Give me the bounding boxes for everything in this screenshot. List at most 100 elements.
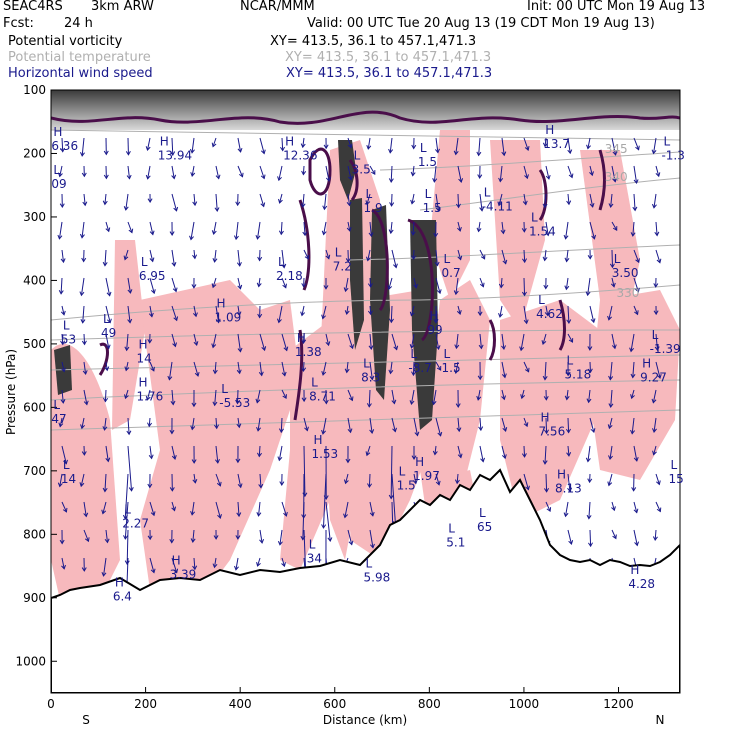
wind-vector — [455, 333, 459, 349]
wind-arrowhead — [392, 427, 397, 433]
wind-vector — [369, 361, 373, 380]
wind-arrowhead — [58, 422, 64, 428]
wind-arrowhead — [63, 459, 68, 465]
extremum-kind: H — [557, 468, 566, 482]
wind-arrowhead — [454, 479, 460, 485]
wind-vector — [105, 529, 108, 543]
wind-vector — [61, 361, 65, 372]
x-tick-label: 200 — [134, 697, 157, 711]
wind-arrowhead — [189, 148, 195, 154]
wind-arrowhead — [300, 143, 306, 149]
wind-vector — [193, 249, 196, 259]
wind-vector — [191, 137, 195, 153]
wind-vector — [633, 305, 639, 315]
wind-arrowhead — [59, 203, 65, 209]
y-tick-label: 600 — [23, 400, 46, 414]
wind-vector — [214, 249, 217, 262]
wind-vector — [367, 249, 371, 261]
wind-arrowhead — [631, 487, 637, 492]
extremum-value: 14 — [61, 472, 76, 486]
wind-arrowhead — [300, 203, 306, 208]
wind-vector — [149, 445, 153, 459]
wind-vector — [544, 193, 547, 208]
wind-vector — [391, 389, 395, 404]
wind-arrowhead — [655, 172, 661, 178]
wind-vector — [105, 333, 110, 349]
wind-arrowhead — [348, 175, 353, 181]
extremum-value: 12.36 — [283, 148, 317, 162]
wind-arrowhead — [215, 174, 221, 180]
wind-arrowhead — [145, 146, 151, 151]
wind-arrowhead — [172, 342, 177, 348]
wind-vector — [523, 305, 528, 324]
theta-label: 345 — [605, 142, 628, 156]
wind-arrowhead — [586, 144, 591, 150]
extremum-value: 65 — [477, 520, 492, 534]
wind-arrowhead — [107, 318, 112, 324]
wind-vector — [258, 277, 261, 287]
wind-arrowhead — [150, 511, 156, 517]
plot-frame — [50, 89, 681, 694]
wind-arrowhead — [321, 314, 326, 320]
wind-arrowhead — [367, 483, 373, 489]
y-tick-label: 900 — [23, 591, 46, 605]
wind-vector — [567, 305, 570, 324]
wind-vector — [213, 221, 217, 235]
wind-arrowhead — [409, 400, 415, 405]
extremum-kind: H — [53, 125, 62, 139]
extremum-value: 5.1 — [446, 536, 465, 550]
wind-arrowhead — [542, 142, 548, 148]
wind-arrowhead — [652, 536, 658, 542]
wind-arrowhead — [261, 346, 267, 352]
wind-arrowhead — [348, 540, 354, 546]
wind-vector — [369, 529, 374, 548]
wind-arrowhead — [150, 568, 156, 574]
wind-arrowhead — [321, 371, 327, 376]
wind-vector — [105, 305, 111, 323]
wind-arrowhead — [433, 319, 439, 324]
wind-vector — [523, 249, 526, 263]
wind-arrowhead — [192, 565, 198, 571]
wind-arrowhead — [258, 483, 264, 489]
extremum-value: 3.50 — [612, 266, 639, 280]
wind-vector — [633, 529, 638, 546]
wind-arrowhead — [497, 201, 503, 207]
wind-vector — [83, 333, 86, 345]
wind-arrowhead — [301, 397, 307, 403]
wind-vector — [171, 193, 178, 211]
extremum-kind: L — [103, 312, 110, 326]
wind-arrowhead — [454, 344, 460, 350]
wind-arrowhead — [477, 311, 483, 317]
wind-vector — [237, 249, 241, 266]
wind-vector — [631, 417, 635, 434]
wind-arrowhead — [519, 346, 525, 352]
wind-arrowhead — [501, 454, 507, 460]
wind-vector — [280, 417, 283, 433]
wind-arrowhead — [79, 482, 85, 488]
wind-arrowhead — [542, 375, 548, 381]
wind-arrowhead — [237, 483, 243, 489]
wind-vector — [368, 389, 371, 407]
wind-vector — [633, 249, 640, 263]
wind-vector — [479, 249, 486, 260]
extremum-kind: L — [141, 255, 148, 269]
wind-arrowhead — [456, 427, 462, 433]
extremum-value: 14 — [136, 352, 151, 366]
wind-arrowhead — [211, 343, 217, 349]
wind-vector — [61, 333, 64, 345]
wind-vector — [61, 137, 64, 152]
wind-vector — [83, 361, 87, 375]
wind-arrowhead — [453, 150, 459, 156]
wind-vector — [455, 137, 459, 155]
wind-vector — [523, 165, 528, 179]
wind-arrowhead — [325, 176, 331, 182]
wind-arrowhead — [101, 509, 107, 515]
wind-arrowhead — [632, 206, 638, 212]
wind-vector — [322, 305, 327, 319]
wind-vector — [457, 445, 462, 458]
wind-vector — [411, 333, 415, 348]
wind-arrowhead — [81, 340, 87, 346]
wind-arrowhead — [260, 202, 266, 208]
